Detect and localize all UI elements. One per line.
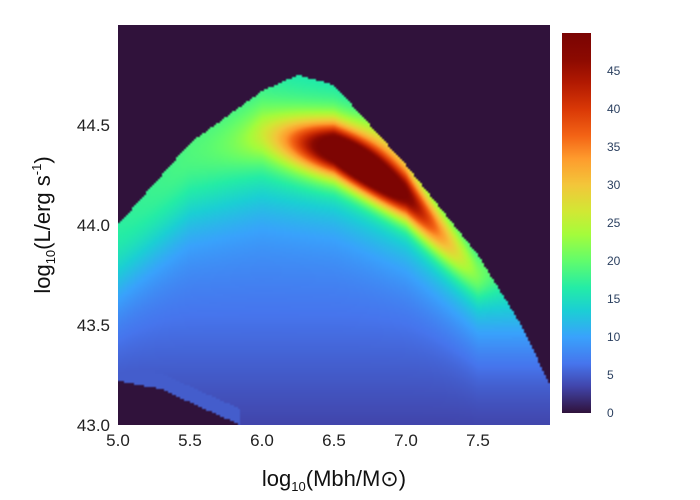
colorbar-tick-label: 15 [607,292,621,306]
x-axis-title-rest: (Mbh/M⊙) [306,466,406,491]
y-axis-title-end: ) [30,156,55,163]
y-tick-label: 44.5 [77,116,110,135]
x-axis-title: log10(Mbh/M⊙) [262,466,406,494]
y-axis-title-sup: -1 [29,164,44,176]
x-axis-title-sub: 10 [291,479,305,494]
colorbar-tick-label: 25 [607,216,621,230]
x-axis-ticks: 5.0 5.5 6.0 6.5 7.0 7.5 [106,431,490,450]
colorbar-tick-label: 40 [607,102,621,116]
colorbar-tick-label: 35 [607,140,621,154]
y-tick-label: 43.0 [77,416,110,435]
colorbar-tick-label: 10 [607,330,621,344]
x-tick-label: 5.0 [106,431,130,450]
y-tick-label: 43.5 [77,316,110,335]
y-axis-title: log10(L/erg s-1) [29,156,58,293]
y-axis-title-rest: (L/erg s [30,175,55,250]
x-tick-label: 6.0 [250,431,274,450]
y-axis-title-prefix: log [30,264,55,293]
colorbar-ticks: 0 5 10 15 20 25 30 35 40 45 [607,64,621,420]
heatmap-image [118,25,550,425]
y-tick-label: 44.0 [77,216,110,235]
colorbar-tick-label: 0 [607,406,614,420]
colorbar-tick-label: 30 [607,178,621,192]
colorbar-tick-label: 5 [607,368,614,382]
x-tick-label: 7.0 [394,431,418,450]
colorbar-tick-label: 20 [607,254,621,268]
colorbar [562,33,591,413]
y-axis-title-sub: 10 [43,250,58,264]
x-tick-label: 7.5 [466,431,490,450]
x-tick-label: 6.5 [322,431,346,450]
x-tick-label: 5.5 [178,431,202,450]
colorbar-tick-label: 45 [607,64,621,78]
x-axis-title-prefix: log [262,466,291,491]
y-axis-ticks: 43.0 43.5 44.0 44.5 [77,116,110,435]
